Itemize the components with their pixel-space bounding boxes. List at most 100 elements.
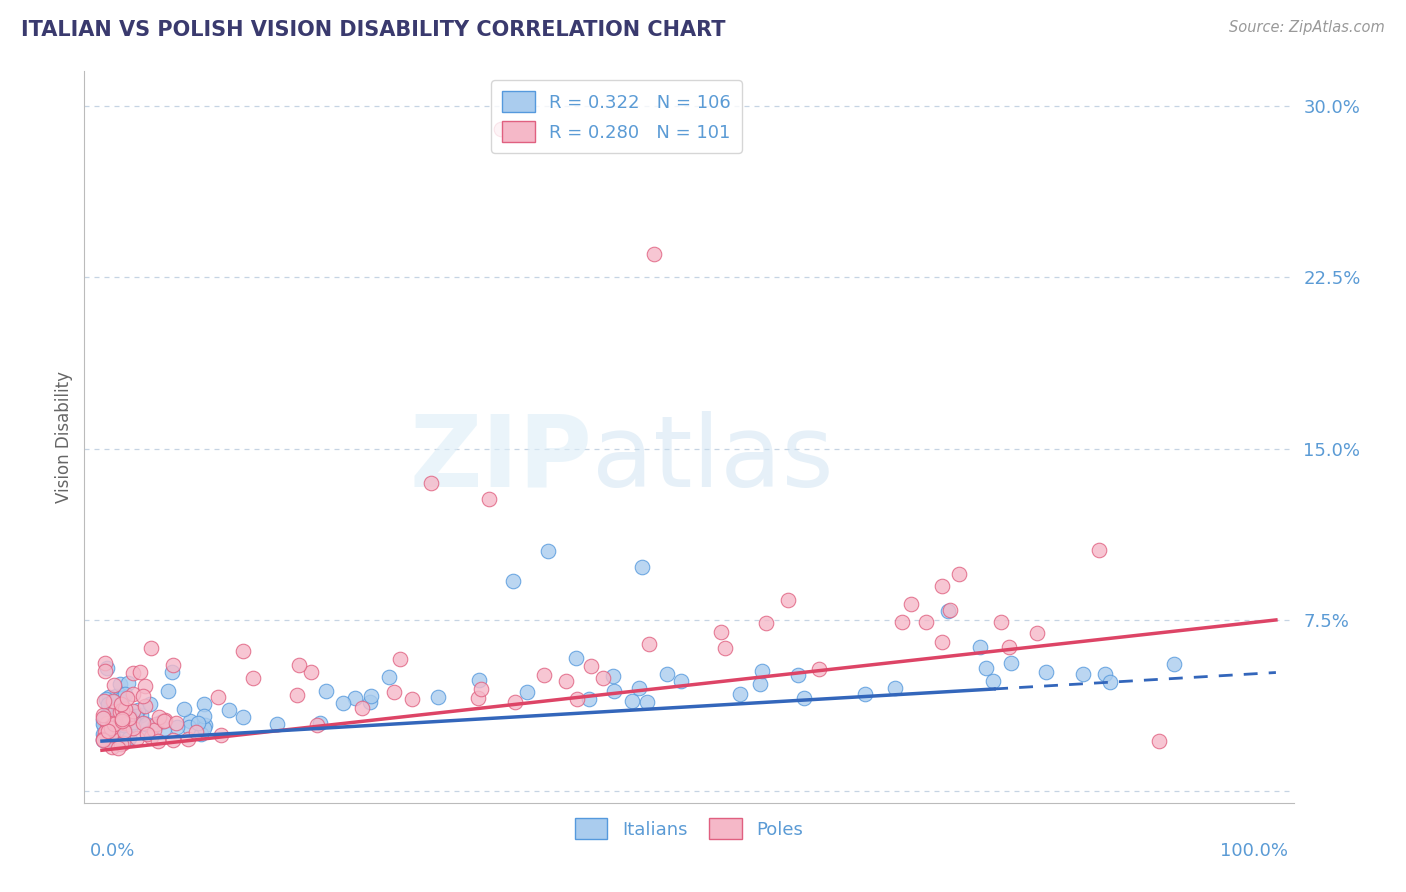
Point bbox=[755, 616, 778, 631]
Point bbox=[179, 720, 201, 734]
Text: Source: ZipAtlas.com: Source: ZipAtlas.com bbox=[1229, 20, 1385, 35]
Point bbox=[114, 687, 136, 701]
Point bbox=[150, 715, 173, 730]
Point bbox=[564, 651, 586, 665]
Point bbox=[112, 731, 135, 745]
Point bbox=[489, 121, 512, 136]
Point bbox=[162, 665, 184, 679]
Point bbox=[931, 635, 953, 649]
Point bbox=[176, 731, 198, 746]
Point bbox=[478, 491, 501, 506]
Point bbox=[93, 710, 115, 724]
Point bbox=[515, 685, 537, 699]
Point bbox=[121, 687, 143, 701]
Point bbox=[94, 664, 117, 678]
Point bbox=[315, 684, 337, 698]
Point bbox=[1163, 657, 1185, 672]
Point bbox=[389, 652, 412, 666]
Point bbox=[93, 656, 115, 670]
Point bbox=[915, 615, 938, 629]
Point bbox=[1035, 665, 1057, 679]
Point bbox=[135, 727, 157, 741]
Point bbox=[728, 686, 751, 700]
Point bbox=[108, 706, 131, 720]
Point bbox=[1071, 666, 1094, 681]
Point bbox=[132, 716, 155, 731]
Point bbox=[285, 688, 308, 702]
Point bbox=[118, 731, 141, 745]
Point bbox=[91, 732, 114, 747]
Point bbox=[103, 678, 125, 692]
Point bbox=[107, 741, 129, 756]
Point bbox=[969, 640, 991, 654]
Point bbox=[91, 733, 114, 747]
Point bbox=[153, 713, 176, 727]
Point bbox=[900, 597, 922, 611]
Point bbox=[1025, 626, 1047, 640]
Point bbox=[990, 615, 1012, 629]
Point bbox=[93, 718, 115, 732]
Point bbox=[141, 641, 163, 656]
Point bbox=[193, 708, 215, 723]
Point bbox=[266, 717, 288, 731]
Point bbox=[190, 727, 212, 741]
Point bbox=[117, 675, 139, 690]
Point bbox=[299, 665, 322, 679]
Point bbox=[579, 659, 602, 673]
Point bbox=[97, 731, 120, 746]
Point bbox=[146, 734, 169, 748]
Point bbox=[631, 560, 654, 574]
Point bbox=[332, 696, 354, 710]
Point bbox=[103, 716, 125, 731]
Point bbox=[134, 679, 156, 693]
Point bbox=[578, 691, 600, 706]
Point bbox=[101, 733, 124, 747]
Text: ITALIAN VS POLISH VISION DISABILITY CORRELATION CHART: ITALIAN VS POLISH VISION DISABILITY CORR… bbox=[21, 20, 725, 39]
Point bbox=[127, 703, 149, 717]
Point bbox=[101, 699, 124, 714]
Point bbox=[134, 699, 156, 714]
Point bbox=[948, 567, 970, 582]
Text: atlas: atlas bbox=[592, 410, 834, 508]
Point bbox=[112, 726, 135, 740]
Point bbox=[638, 637, 661, 651]
Point bbox=[98, 690, 121, 705]
Point bbox=[145, 717, 167, 731]
Point bbox=[121, 704, 143, 718]
Point bbox=[114, 702, 136, 716]
Point bbox=[657, 666, 679, 681]
Point bbox=[97, 697, 120, 711]
Point bbox=[111, 712, 134, 726]
Point bbox=[91, 711, 114, 725]
Point bbox=[101, 721, 124, 735]
Point bbox=[110, 698, 132, 712]
Point bbox=[193, 721, 215, 735]
Point bbox=[94, 692, 117, 706]
Point bbox=[242, 671, 264, 685]
Point bbox=[232, 710, 254, 724]
Point bbox=[91, 708, 114, 723]
Point bbox=[714, 640, 737, 655]
Point bbox=[162, 657, 184, 672]
Point bbox=[118, 711, 141, 725]
Point bbox=[108, 705, 131, 719]
Point bbox=[997, 640, 1019, 654]
Point bbox=[115, 712, 138, 726]
Point bbox=[110, 714, 132, 728]
Point bbox=[96, 706, 118, 721]
Point bbox=[129, 665, 152, 680]
Point bbox=[103, 716, 125, 731]
Point bbox=[671, 673, 693, 688]
Text: 100.0%: 100.0% bbox=[1219, 842, 1288, 860]
Point bbox=[108, 677, 131, 691]
Point bbox=[112, 718, 135, 732]
Point bbox=[748, 677, 770, 691]
Point bbox=[807, 662, 830, 676]
Point bbox=[378, 669, 401, 683]
Point bbox=[1147, 734, 1170, 748]
Point bbox=[360, 690, 382, 704]
Point bbox=[620, 694, 643, 708]
Point bbox=[110, 715, 132, 730]
Point bbox=[232, 644, 254, 658]
Point bbox=[107, 691, 129, 706]
